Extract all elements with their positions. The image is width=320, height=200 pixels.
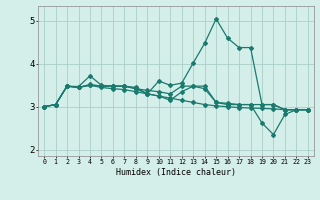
X-axis label: Humidex (Indice chaleur): Humidex (Indice chaleur) [116, 168, 236, 177]
